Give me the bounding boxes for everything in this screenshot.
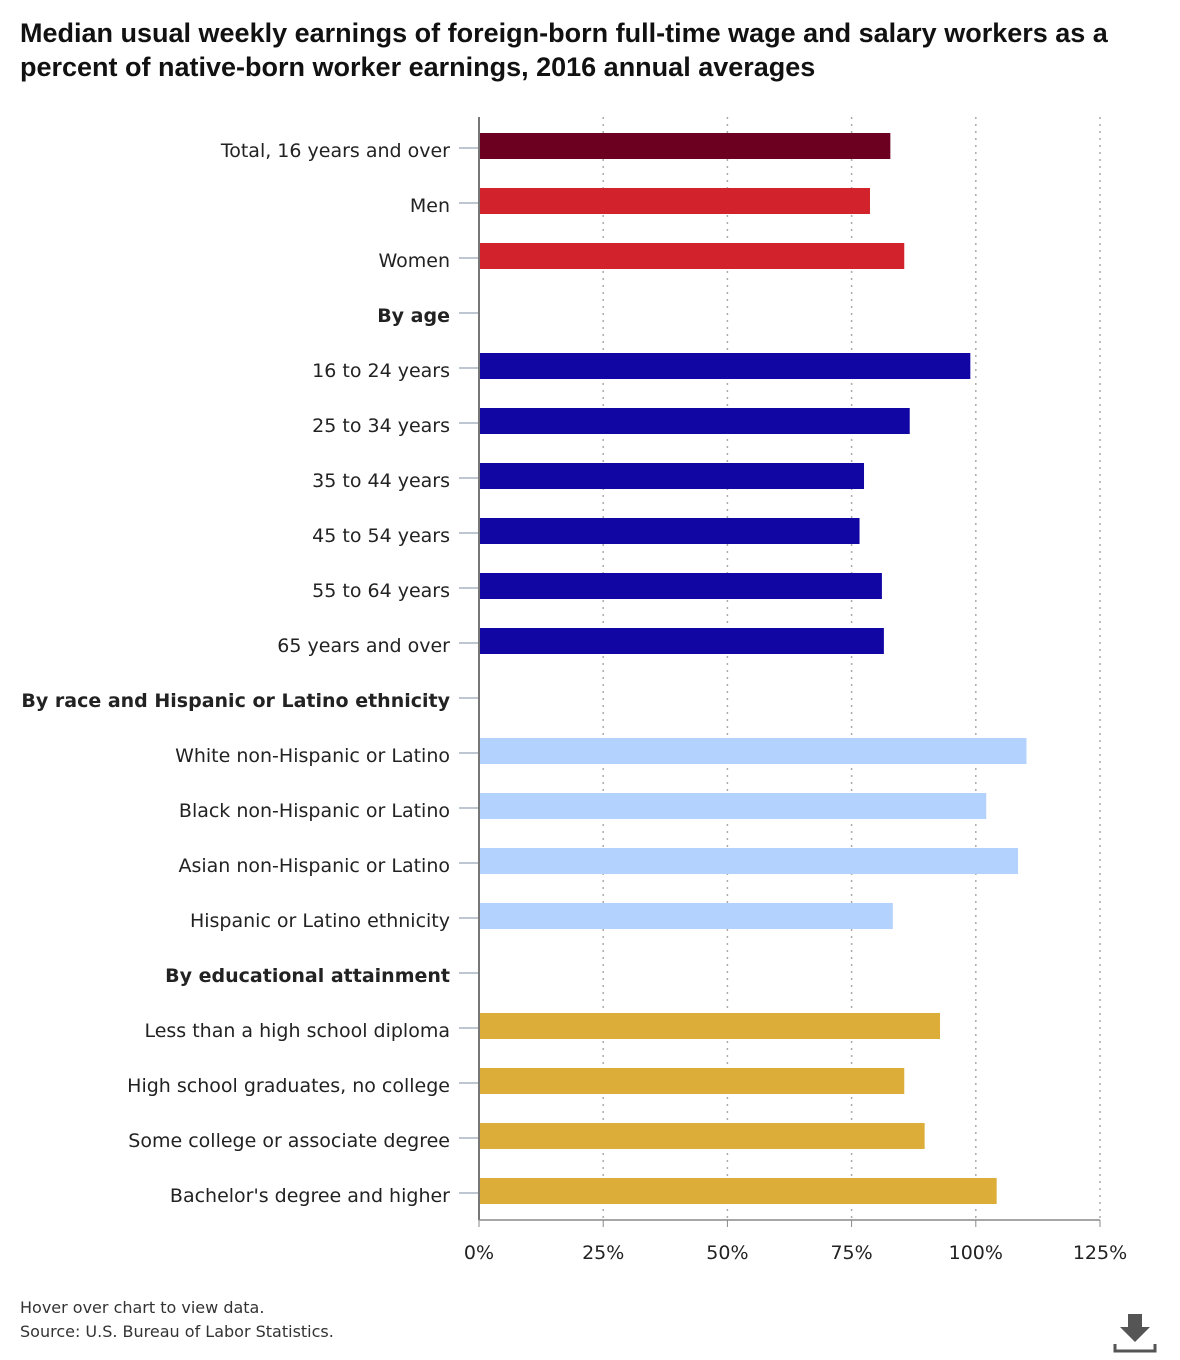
x-tick-labels: 0% 25% 50% 75% 100% 125% [464,1242,1127,1264]
x-tick-label: 75% [830,1242,872,1264]
category-label: 35 to 44 years [312,470,450,492]
category-label: 55 to 64 years [312,580,450,602]
category-label: Men [410,195,450,217]
gridlines [602,117,1101,1220]
bar[interactable] [479,628,884,654]
category-label: 16 to 24 years [312,360,450,382]
x-tick-label: 125% [1073,1242,1127,1264]
bar[interactable] [479,793,987,819]
x-tick-label: 100% [949,1242,1003,1264]
chart-title: Median usual weekly earnings of foreign-… [20,18,1108,82]
bar[interactable] [479,463,865,489]
category-label: Total, 16 years and over [220,140,450,162]
download-icon [1113,1314,1157,1353]
category-label: Bachelor's degree and higher [170,1185,450,1207]
x-tick-label: 50% [706,1242,748,1264]
download-button[interactable] [1113,1310,1157,1354]
bar[interactable] [479,408,910,434]
bar[interactable] [479,188,870,214]
category-label: Women [378,250,450,272]
bar[interactable] [479,903,893,929]
bar[interactable] [479,573,882,599]
hover-note: Hover over chart to view data. [20,1298,265,1317]
category-label: Hispanic or Latino ethnicity [190,910,450,932]
section-header-label: By race and Hispanic or Latino ethnicity [21,690,450,712]
x-tick-label: 0% [464,1242,494,1264]
category-label: 65 years and over [277,635,450,657]
bar[interactable] [479,738,1027,764]
bar[interactable] [479,243,905,269]
bar[interactable] [479,1178,997,1204]
axes [459,117,1101,1227]
bar[interactable] [479,1013,941,1039]
bar[interactable] [479,1068,905,1094]
bar[interactable] [479,133,891,159]
source-note: Source: U.S. Bureau of Labor Statistics. [20,1322,334,1341]
bar-chart[interactable]: Total, 16 years and over Men Women By age 16… [0,0,1180,1290]
bar[interactable] [479,1123,925,1149]
bar[interactable] [479,848,1019,874]
category-label: Asian non-Hispanic or Latino [178,855,450,877]
category-label: Some college or associate degree [128,1130,450,1152]
section-header-label: By educational attainment [165,965,450,987]
bar[interactable] [479,353,971,379]
section-header-label: By age [377,305,450,327]
category-label: High school graduates, no college [127,1075,450,1097]
category-label: Black non-Hispanic or Latino [179,800,450,822]
x-tick-label: 25% [582,1242,624,1264]
bar[interactable] [479,518,860,544]
category-labels: Total, 16 years and over Men Women By age 16… [21,140,450,1207]
category-label: 45 to 54 years [312,525,450,547]
category-label: White non-Hispanic or Latino [175,745,450,767]
category-label: Less than a high school diploma [144,1020,450,1042]
category-label: 25 to 34 years [312,415,450,437]
bars [479,133,1027,1204]
